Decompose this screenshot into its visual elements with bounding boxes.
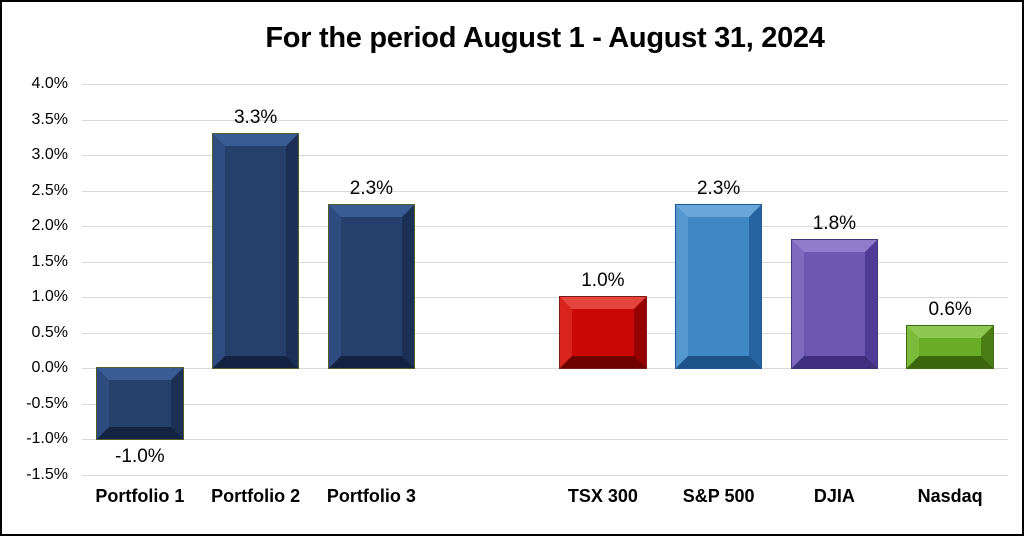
gridline — [82, 84, 1008, 85]
gridline — [82, 403, 1008, 405]
y-axis-tick-label: 2.0% — [31, 217, 68, 235]
bar-djia — [790, 239, 879, 370]
bar-value-label: 2.3% — [349, 177, 394, 199]
category-label: DJIA — [813, 486, 855, 506]
y-axis-tick-label: 1.5% — [31, 252, 68, 270]
bar-portfolio-2 — [211, 132, 300, 370]
gridline — [82, 119, 1008, 121]
category-slot-portfolio-2: 3.3% Portfolio 2 — [198, 84, 314, 506]
category-slot-nasdaq: 0.6% Nasdaq — [892, 84, 1008, 506]
bar-portfolio-3 — [327, 203, 416, 370]
y-axis-tick-label: -1.0% — [26, 430, 68, 448]
category-slot-s-p-500: 2.3% S&P 500 — [661, 84, 777, 506]
gridline — [82, 475, 1008, 476]
y-axis-tick-label: 3.0% — [31, 146, 68, 164]
category-label: Portfolio 1 — [95, 486, 185, 506]
plot-area: -1.0% Portfolio 1 3.3% Portfolio 2 2.3% Portf… — [82, 84, 1008, 506]
bar-value-label: -1.0% — [115, 446, 165, 468]
y-axis: 4.0% 3.5% 3.0% 2.5% 2.0% 1.5% 1.0% 0.5% 0.0% -0.5… — [2, 75, 74, 483]
bar-s-p-500 — [674, 203, 763, 370]
category-label: TSX 300 — [567, 486, 638, 506]
gridline — [82, 368, 1008, 370]
category-label: Portfolio 2 — [211, 486, 301, 506]
category-slot-djia: 1.8% DJIA — [777, 84, 893, 506]
y-axis-tick-label: 4.0% — [31, 75, 68, 92]
bar-value-label: 1.8% — [812, 213, 857, 235]
chart-title: For the period August 1 - August 31, 202… — [265, 22, 825, 54]
y-axis-tick-label: 1.0% — [31, 288, 68, 306]
y-axis-tick-label: 3.5% — [31, 110, 68, 128]
gridline — [82, 155, 1008, 157]
slots: -1.0% Portfolio 1 3.3% Portfolio 2 2.3% Portf… — [82, 84, 1008, 506]
y-axis-tick-label: 0.5% — [31, 323, 68, 341]
category-label: Portfolio 3 — [326, 486, 416, 506]
y-axis-tick-label: 2.5% — [31, 181, 68, 199]
y-axis-tick-label: -1.5% — [26, 466, 68, 483]
bar-value-label: 3.3% — [233, 106, 278, 128]
bar-portfolio-1 — [96, 367, 184, 441]
y-axis-tick-label: 0.0% — [31, 359, 68, 377]
category-slot-portfolio-3: 2.3% Portfolio 3 — [314, 84, 430, 506]
bar-value-label: 0.6% — [928, 298, 972, 320]
bar-nasdaq — [906, 324, 994, 370]
bar-value-label: 2.3% — [696, 177, 741, 199]
bar-value-label: 1.0% — [581, 270, 625, 292]
gridline — [82, 190, 1008, 192]
category-label: Nasdaq — [917, 486, 983, 506]
category-label: S&P 500 — [682, 486, 755, 506]
gridline — [82, 226, 1008, 228]
bar-tsx-300 — [559, 296, 647, 370]
gridline — [82, 439, 1008, 441]
category-slot-empty — [429, 84, 545, 475]
category-slot-tsx-300: 1.0% TSX 300 — [545, 84, 661, 506]
y-axis-tick-label: -0.5% — [26, 394, 68, 412]
gridline — [82, 297, 1008, 299]
gridline — [82, 261, 1008, 263]
category-slot-portfolio-1: -1.0% Portfolio 1 — [82, 84, 198, 506]
gridline — [82, 332, 1008, 334]
